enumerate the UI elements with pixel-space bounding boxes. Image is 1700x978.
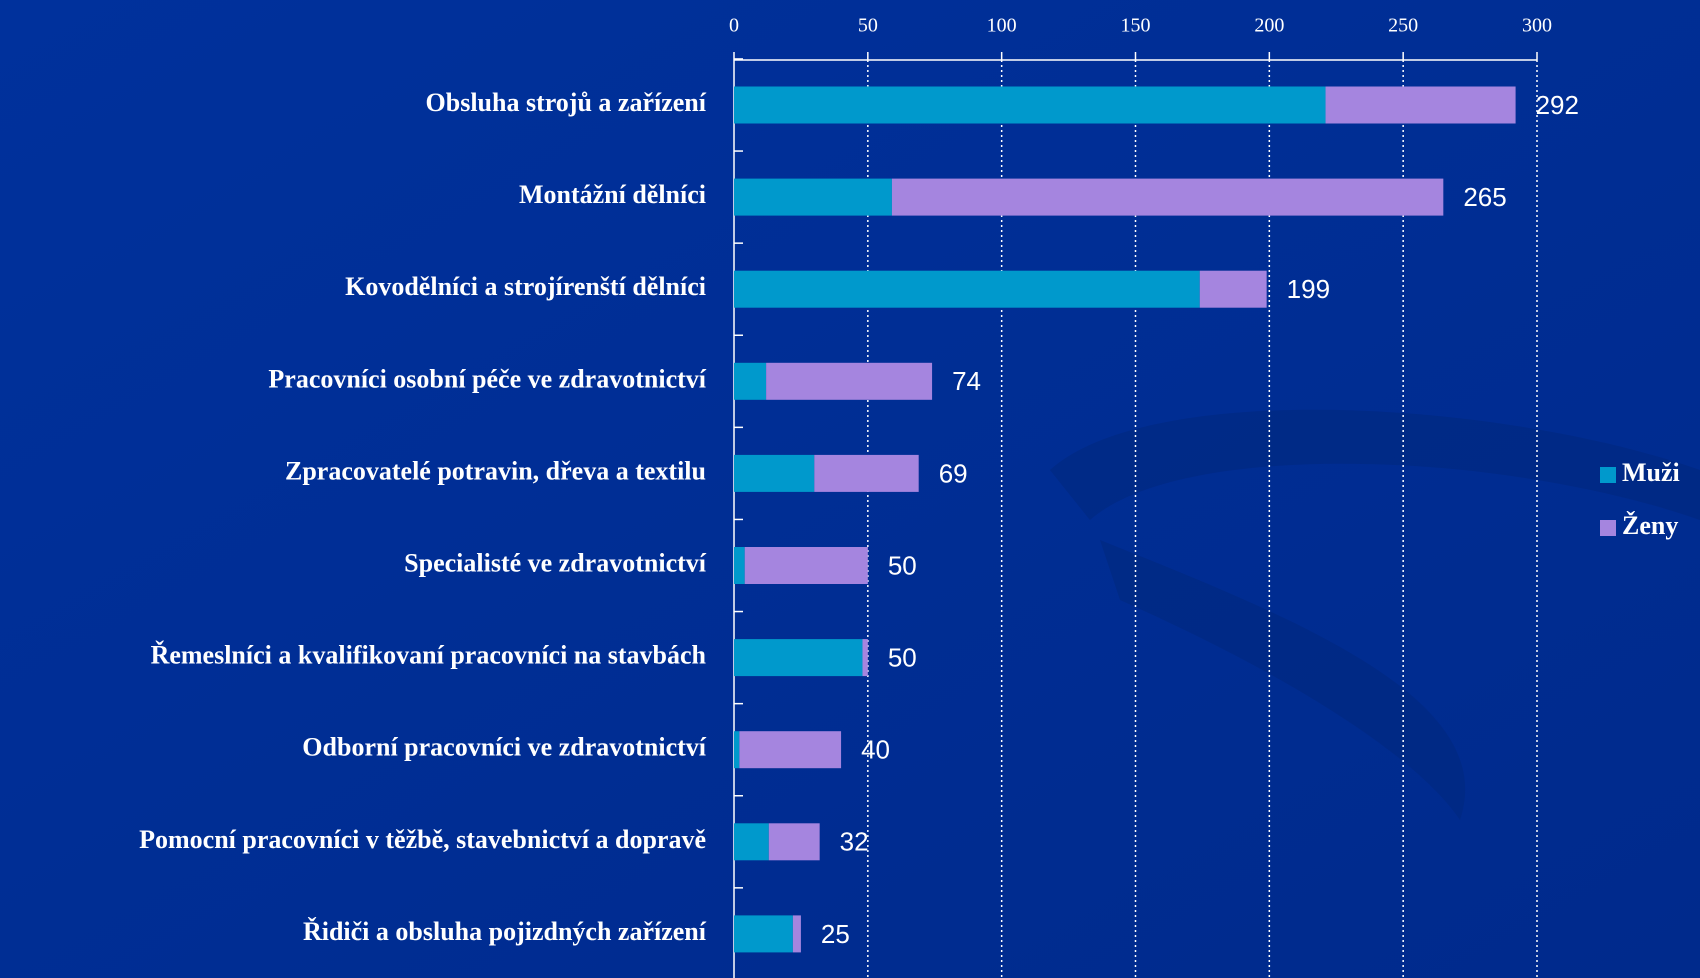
- x-tick-label: 200: [1254, 15, 1284, 37]
- bar-segment: [814, 454, 919, 492]
- legend-swatch: [1600, 467, 1616, 483]
- total-label: 265: [1463, 182, 1506, 212]
- bar-segment: [744, 547, 868, 584]
- x-tick-label: 300: [1522, 15, 1552, 37]
- bar-segment: [862, 639, 868, 677]
- x-tick-label: 0: [729, 15, 739, 37]
- bar-segment: [734, 639, 863, 677]
- legend-label: Ženy: [1622, 511, 1678, 540]
- bar-segment: [792, 915, 801, 953]
- bar-segment: [1325, 86, 1516, 124]
- bar-segment: [1199, 270, 1267, 308]
- total-label: 69: [939, 458, 968, 488]
- bar-segment: [734, 731, 740, 769]
- total-label: 50: [888, 642, 917, 672]
- bar-segment: [734, 86, 1326, 124]
- category-label: Kovodělníci a strojírenští dělníci: [345, 272, 706, 301]
- bar-segment: [734, 362, 767, 400]
- bar-segment: [734, 270, 1200, 308]
- total-label: 40: [861, 735, 890, 765]
- category-label: Řidiči a obsluha pojizdných zařízení: [303, 917, 707, 946]
- total-label: 199: [1287, 274, 1330, 304]
- category-label: Řemeslníci a kvalifikovaní pracovníci na…: [151, 641, 707, 670]
- bar-segment: [734, 547, 745, 584]
- category-label: Pomocní pracovníci v těžbě, stavebnictví…: [139, 825, 706, 854]
- total-label: 74: [952, 366, 981, 396]
- category-label: Montážní dělníci: [519, 180, 706, 209]
- category-label: Pracovníci osobní péče ve zdravotnictví: [268, 364, 706, 393]
- bar-segment: [734, 915, 793, 953]
- bar-segment: [766, 362, 933, 400]
- legend-swatch: [1600, 520, 1616, 536]
- legend-label: Muži: [1622, 458, 1680, 487]
- x-tick-label: 250: [1388, 15, 1418, 37]
- total-label: 50: [888, 550, 917, 580]
- total-label: 292: [1536, 90, 1579, 120]
- x-tick-label: 150: [1121, 15, 1151, 37]
- total-label: 25: [821, 919, 850, 949]
- bar-segment: [734, 454, 815, 492]
- category-label: Odborní pracovníci ve zdravotnictví: [302, 733, 706, 762]
- x-tick-label: 50: [858, 15, 878, 37]
- category-label: Zpracovatelé potravin, dřeva a textilu: [285, 456, 706, 485]
- bar-segment: [739, 731, 842, 769]
- category-label: Obsluha strojů a zařízení: [426, 88, 707, 117]
- x-tick-label: 100: [987, 15, 1017, 37]
- bar-segment: [734, 823, 769, 861]
- bar-segment: [768, 823, 820, 861]
- decoration: [1100, 540, 1466, 820]
- decoration: [1050, 409, 1700, 520]
- category-label: Specialisté ve zdravotnictví: [404, 548, 707, 577]
- total-label: 32: [840, 827, 869, 857]
- bar-segment: [891, 178, 1444, 216]
- bar-segment: [734, 178, 892, 216]
